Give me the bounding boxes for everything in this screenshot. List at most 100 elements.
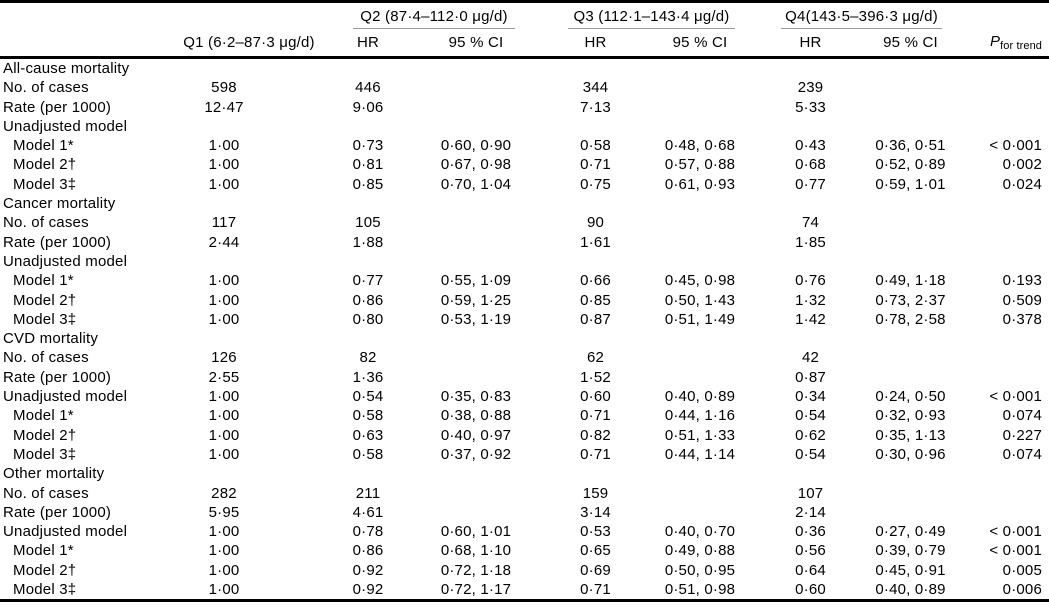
q1-column-header: Q1 (6·2–87·3 μg/d) — [168, 29, 330, 59]
cell-q2-ci: 0·35, 0·83 — [440, 388, 512, 406]
row-label: Unadjusted model — [3, 117, 128, 135]
cell-q3-hr: 0·71 — [580, 445, 611, 463]
cell-q3-ci — [645, 78, 755, 97]
cell-q3-ci: 0·45, 0·98 — [664, 272, 736, 290]
cell-p: < 0·001 — [989, 137, 1043, 155]
cell-q2-ci: 0·60, 1·01 — [440, 523, 512, 541]
table-row: Unadjusted model — [0, 252, 1049, 271]
cell-q1 — [168, 464, 330, 483]
cell-q2-hr — [330, 252, 406, 271]
cell-q2-hr: 0·58 — [352, 407, 384, 425]
cell-q4-hr: 0·64 — [795, 561, 826, 579]
cell-q4-ci: 0·40, 0·89 — [875, 581, 946, 599]
cell-q4-hr: 2·14 — [795, 503, 826, 521]
cell-q3-hr: 0·53 — [580, 523, 611, 541]
cell-q3-hr: 3·14 — [580, 503, 611, 521]
cell-q4-ci — [866, 58, 955, 79]
q2-group-underline: Q2 (87·4–112·0 μg/d) — [353, 8, 516, 29]
cell-q2-hr: 4·61 — [352, 503, 384, 521]
cell-q4-hr: 0·62 — [795, 426, 826, 444]
row-label: No. of cases — [3, 484, 89, 502]
table-row: No. of cases 117 105 90 74 — [0, 213, 1049, 232]
cell-q4-ci: 0·45, 0·91 — [875, 561, 946, 579]
cell-q3-hr: 344 — [582, 79, 609, 97]
cell-q1: 1·00 — [208, 581, 240, 599]
cell-q3-hr — [546, 194, 645, 213]
cell-q1: 1·00 — [208, 291, 240, 309]
cell-q2-ci: 0·53, 1·19 — [440, 310, 512, 328]
cell-q3-hr: 1·61 — [580, 233, 611, 251]
cell-q4-ci — [866, 503, 955, 522]
cell-q3-ci: 0·61, 0·93 — [664, 175, 736, 193]
cell-p — [955, 194, 1049, 213]
table-row: Model 1* 1·00 0·86 0·68, 1·10 0·65 0·49, 0·88… — [0, 541, 1049, 560]
group-header-q2: Q2 (87·4–112·0 μg/d) — [330, 2, 546, 29]
cell-q4-ci: 0·78, 2·58 — [875, 310, 946, 328]
cell-q2-ci — [406, 78, 546, 97]
cell-p — [955, 348, 1049, 367]
cell-q1: 1·00 — [208, 523, 240, 541]
cell-q3-ci: 0·51, 1·33 — [664, 426, 736, 444]
cell-q3-hr: 0·71 — [580, 407, 611, 425]
p-italic: P — [989, 33, 1001, 50]
cell-q4-hr: 0·76 — [795, 272, 826, 290]
cell-q3-hr: 0·66 — [580, 272, 611, 290]
cell-q2-hr: 0·92 — [352, 561, 384, 579]
cell-q2-ci: 0·38, 0·88 — [440, 407, 512, 425]
cell-q2-ci — [406, 329, 546, 348]
cell-q4-hr — [755, 464, 866, 483]
cell-q2-hr — [330, 329, 406, 348]
cell-q3-hr: 7·13 — [580, 98, 611, 116]
cell-q4-hr: 0·60 — [795, 581, 826, 599]
cell-q3-ci — [645, 233, 755, 252]
cell-q4-ci: 0·35, 1·13 — [875, 426, 946, 444]
cell-q4-hr: 0·34 — [795, 388, 826, 406]
cell-q2-hr: 1·36 — [352, 368, 384, 386]
row-label: Unadjusted model — [3, 523, 128, 541]
cell-q2-ci: 0·70, 1·04 — [440, 175, 512, 193]
table-row: Unadjusted model 1·00 0·54 0·35, 0·83 0·60 0·… — [0, 387, 1049, 406]
row-label: Model 1* — [13, 407, 74, 425]
cell-q3-hr — [546, 58, 645, 79]
cell-q2-ci — [406, 252, 546, 271]
cell-q2-ci: 0·55, 1·09 — [440, 272, 512, 290]
cell-q3-ci: 0·51, 1·49 — [664, 310, 736, 328]
cell-q4-hr: 0·77 — [795, 175, 826, 193]
cell-q3-hr — [546, 117, 645, 136]
cell-q2-hr: 0·63 — [352, 426, 384, 444]
cell-q2-hr: 0·80 — [352, 310, 384, 328]
cell-q4-hr — [755, 117, 866, 136]
row-label: Model 1* — [13, 542, 74, 560]
cell-q1 — [168, 58, 330, 79]
group-header-p-spacer — [955, 2, 1049, 30]
section-row: Other mortality — [0, 464, 1049, 483]
cell-q4-hr: 0·43 — [795, 137, 826, 155]
cell-q4-hr: 1·32 — [795, 291, 826, 309]
row-label: Model 3‡ — [13, 581, 77, 599]
group-header-q3: Q3 (112·1–143·4 μg/d) — [546, 2, 755, 29]
cell-q2-ci — [406, 464, 546, 483]
cell-q4-ci: 0·24, 0·50 — [875, 388, 946, 406]
cell-q3-ci — [645, 98, 755, 117]
cell-q1: 1·00 — [208, 388, 240, 406]
q3-ci-header: 95 % CI — [645, 29, 756, 59]
row-label: Model 2† — [13, 156, 77, 174]
cell-q2-ci — [406, 368, 546, 387]
row-label: Model 3‡ — [13, 310, 77, 328]
cell-q4-ci — [866, 368, 955, 387]
table-row: Unadjusted model 1·00 0·78 0·60, 1·01 0·53 0·… — [0, 522, 1049, 541]
row-label: Unadjusted model — [3, 388, 128, 406]
row-label: Model 2† — [13, 291, 77, 309]
row-label: No. of cases — [3, 214, 89, 232]
cell-p: 0·074 — [1002, 445, 1043, 463]
cell-q3-ci: 0·57, 0·88 — [664, 156, 736, 174]
cell-q4-ci: 0·49, 1·18 — [875, 272, 946, 290]
cell-p: < 0·001 — [989, 388, 1043, 406]
table-row: Model 1* 1·00 0·73 0·60, 0·90 0·58 0·48, 0·68… — [0, 136, 1049, 155]
cell-p — [955, 464, 1049, 483]
cell-p: 0·227 — [1002, 426, 1043, 444]
cell-q4-ci: 0·59, 1·01 — [875, 175, 946, 193]
cell-q3-ci: 0·49, 0·88 — [664, 542, 736, 560]
